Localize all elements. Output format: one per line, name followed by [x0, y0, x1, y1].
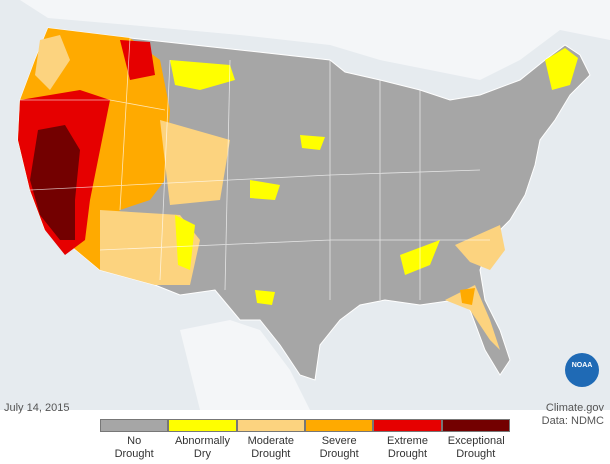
drought-areas: [18, 28, 578, 350]
legend-label: Extreme Drought: [386, 435, 428, 460]
legend-label: No Drought: [114, 435, 154, 460]
legend-swatch: [441, 419, 510, 432]
legend-item: No Drought: [100, 419, 169, 461]
legend-item: Extreme Drought: [373, 419, 442, 461]
legend-item: Abnormally Dry: [168, 419, 237, 461]
legend-swatch: [168, 419, 237, 432]
legend-label: Abnormally Dry: [174, 435, 230, 460]
logo: [565, 353, 599, 387]
mexico: [180, 320, 310, 410]
legend-label: Moderate Drought: [247, 435, 295, 460]
legend: No Drought Abnormally Dry Moderate Drought…: [100, 419, 510, 461]
legend-swatch: [100, 419, 169, 432]
legend-swatch: [373, 419, 442, 432]
source: Climate.gov: [545, 402, 604, 414]
map: NOAA: [0, 0, 610, 410]
date: July 14, 2015: [4, 402, 70, 414]
state-lines: [20, 37, 490, 300]
logo-text: NOAA: [572, 362, 593, 369]
data-credit: Data: NDMC: [541, 415, 604, 427]
legend-label: Exceptional Drought: [447, 435, 505, 460]
legend-swatch: [236, 419, 305, 432]
legend-item: Severe Drought: [304, 419, 374, 461]
legend-item: Exceptional Drought: [441, 419, 510, 461]
legend-item: Moderate Drought: [236, 419, 305, 461]
canada: [0, 0, 610, 80]
legend-swatch: [304, 419, 374, 432]
legend-label: Severe Drought: [319, 435, 359, 460]
